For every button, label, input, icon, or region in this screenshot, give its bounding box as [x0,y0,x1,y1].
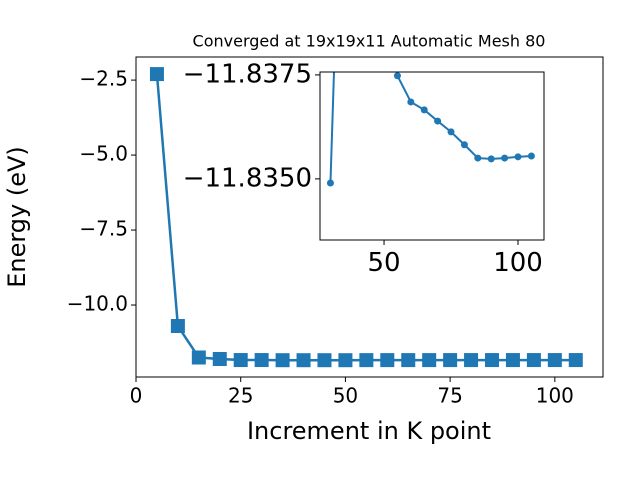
marker [407,98,415,106]
marker [460,141,468,149]
y-tick-label: −5.0 [79,142,128,166]
x-tick-label: 25 [228,384,253,408]
marker [191,350,206,365]
marker [514,153,522,161]
y-axis-label: Energy (eV) [3,146,31,288]
marker [526,353,541,368]
marker [212,352,227,367]
marker [326,179,334,187]
series [149,67,583,368]
y-tick-label: −10.0 [67,292,128,316]
marker [547,353,562,368]
marker [296,353,311,368]
marker [380,353,395,368]
marker [447,128,455,136]
marker [393,72,401,80]
x-tick-label: 50 [367,248,400,278]
chart-title: Converged at 19x19x11 Automatic Mesh 80 [193,32,546,51]
line [329,72,532,184]
marker [254,353,269,368]
marker [338,353,353,368]
marker [434,117,442,125]
marker [505,353,520,368]
series [326,72,535,187]
marker [443,353,458,368]
x-tick-label: 50 [333,384,358,408]
y-tick-label: −2.5 [79,67,128,91]
plot-area [320,72,544,240]
marker [422,353,437,368]
marker [359,353,374,368]
marker [275,353,290,368]
marker [317,353,332,368]
x-axis-label: Increment in K point [247,417,491,445]
marker [464,353,479,368]
marker [233,353,248,368]
marker [568,353,583,368]
axes-frame [135,56,604,378]
x-tick-label: 75 [437,384,462,408]
marker [501,154,509,162]
marker [487,155,495,163]
x-tick-label: 100 [493,248,543,278]
y-tick-label: −7.5 [79,217,128,241]
marker [401,353,416,368]
x-tick-label: 100 [536,384,574,408]
marker [420,106,428,114]
axes-frame [319,71,545,241]
marker [485,353,500,368]
y-tick-label: −11.8350 [183,163,312,193]
y-tick-label: −11.8375 [183,59,312,89]
marker [474,154,482,162]
x-tick-label: 0 [130,384,143,408]
marker [149,67,164,82]
marker [527,152,535,160]
marker [170,319,185,334]
